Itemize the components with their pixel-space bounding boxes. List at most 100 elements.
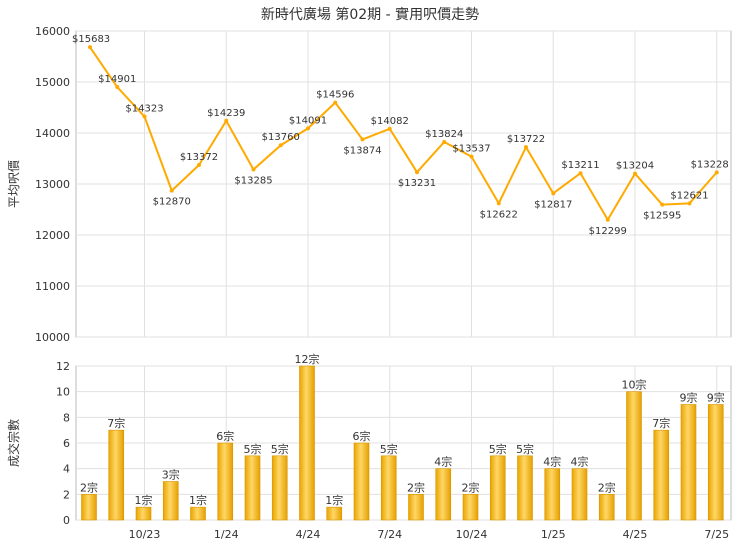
x-tick-label: 7/24 — [377, 528, 402, 541]
volume-bar — [571, 468, 588, 521]
volume-bar — [598, 494, 615, 521]
price-data-label: $13537 — [452, 144, 490, 155]
volume-bar-label: 2宗 — [80, 480, 98, 494]
price-point — [306, 126, 310, 131]
volume-bar-label: 5宗 — [271, 442, 289, 456]
price-y-tick-label: 11000 — [35, 280, 70, 293]
price-data-label: $13824 — [425, 129, 463, 140]
volume-bar — [435, 468, 452, 521]
price-point — [197, 163, 201, 168]
price-y-axis-label: 平均呎價 — [7, 160, 21, 208]
volume-bar — [108, 429, 125, 521]
price-point — [278, 143, 283, 148]
volume-bar-label: 5宗 — [489, 442, 507, 456]
price-point — [115, 85, 120, 90]
x-tick-label: 10/24 — [456, 528, 488, 541]
volume-bar-label: 6宗 — [216, 429, 234, 443]
volume-bar — [190, 506, 206, 521]
price-data-label: $15683 — [72, 34, 110, 45]
volume-bar — [707, 404, 724, 521]
price-data-label: $13228 — [691, 159, 729, 170]
volume-y-tick-label: 8 — [63, 411, 70, 424]
price-panel: 10000 11000 12000 13000 14000 15000 16000 平均呎價 $… — [7, 25, 732, 344]
volume-y-axis-label: 成交宗數 — [6, 419, 21, 467]
volume-bar — [408, 494, 424, 521]
price-data-label: $13285 — [234, 175, 272, 186]
price-point — [415, 170, 419, 175]
volume-bar-label: 2宗 — [462, 480, 480, 494]
price-data-label: $12870 — [153, 197, 191, 208]
x-tick-label: 7/25 — [704, 528, 729, 541]
x-tick-label: 1/25 — [541, 528, 566, 541]
price-point — [524, 145, 528, 150]
volume-bar — [462, 494, 479, 521]
price-point — [142, 114, 147, 119]
price-data-label: $12299 — [589, 226, 627, 237]
volume-bar-label: 3宗 — [162, 468, 180, 482]
price-point — [714, 170, 719, 175]
price-y-tick-label: 12000 — [35, 229, 70, 242]
price-point — [660, 202, 665, 207]
volume-bar-label: 4宗 — [543, 455, 561, 469]
price-data-label: $14323 — [125, 104, 163, 115]
price-data-label: $13874 — [343, 145, 381, 156]
volume-bar — [517, 455, 533, 521]
price-point — [360, 137, 365, 142]
price-point — [251, 167, 256, 172]
price-y-tick-label: 10000 — [35, 331, 70, 344]
price-data-label: $12817 — [534, 199, 572, 210]
price-data-label: $14091 — [289, 115, 327, 126]
price-data-label: $13211 — [561, 160, 599, 171]
volume-bar — [162, 481, 179, 521]
volume-bar-label: 2宗 — [598, 480, 616, 494]
volume-bar — [680, 404, 697, 521]
volume-bar-label: 5宗 — [516, 442, 534, 456]
price-data-label: $14082 — [371, 116, 409, 127]
price-y-tick-label: 14000 — [35, 127, 70, 140]
volume-bar-label: 12宗 — [295, 352, 320, 366]
price-point — [442, 139, 447, 144]
volume-bar — [244, 455, 261, 521]
x-tick-label: 4/24 — [296, 528, 321, 541]
volume-bar-label: 10宗 — [622, 378, 647, 392]
volume-bar — [653, 429, 670, 521]
price-point — [551, 191, 556, 196]
volume-panel: 0 2 4 6 8 10 12 10/23 1/24 4/24 7/24 10/24 1/25 4/25 7… — [6, 352, 732, 541]
price-data-label: $12622 — [480, 209, 518, 220]
volume-bar-label: 4宗 — [434, 455, 452, 469]
price-data-label: $14596 — [316, 90, 354, 101]
volume-bar — [353, 442, 370, 521]
volume-bar — [326, 506, 343, 521]
volume-bar — [81, 494, 97, 521]
price-point — [578, 171, 583, 176]
price-y-tick-label: 16000 — [35, 25, 70, 38]
volume-y-tick-label: 0 — [63, 514, 70, 527]
volume-bar-label: 1宗 — [325, 493, 343, 507]
volume-bar — [299, 365, 315, 521]
price-y-tick-label: 13000 — [35, 178, 70, 191]
chart-title: 新時代廣場 第02期 - 實用呎價走勢 — [261, 6, 479, 23]
volume-bar — [380, 455, 397, 521]
x-tick-label: 10/23 — [129, 528, 161, 541]
volume-bar-label: 6宗 — [353, 429, 371, 443]
volume-bar-label: 7宗 — [652, 416, 670, 430]
price-series-line — [89, 46, 718, 221]
volume-bar-label: 9宗 — [707, 391, 725, 405]
volume-bar-label: 1宗 — [189, 493, 207, 507]
volume-bar — [271, 455, 288, 521]
price-data-label: $12595 — [643, 211, 681, 222]
price-data-label: $14901 — [98, 74, 136, 85]
price-data-label: $13231 — [398, 178, 436, 189]
volume-bar-label: 7宗 — [107, 416, 125, 430]
price-point — [387, 126, 392, 131]
volume-y-tick-label: 2 — [63, 488, 70, 501]
volume-y-tick-label: 4 — [63, 463, 70, 476]
x-tick-label: 4/25 — [623, 528, 648, 541]
volume-bar-label: 5宗 — [244, 442, 262, 456]
price-y-tick-label: 15000 — [35, 76, 70, 89]
volume-bar — [489, 455, 506, 521]
volume-bar-label: 1宗 — [135, 493, 153, 507]
price-point — [496, 201, 501, 206]
price-point — [687, 201, 692, 206]
